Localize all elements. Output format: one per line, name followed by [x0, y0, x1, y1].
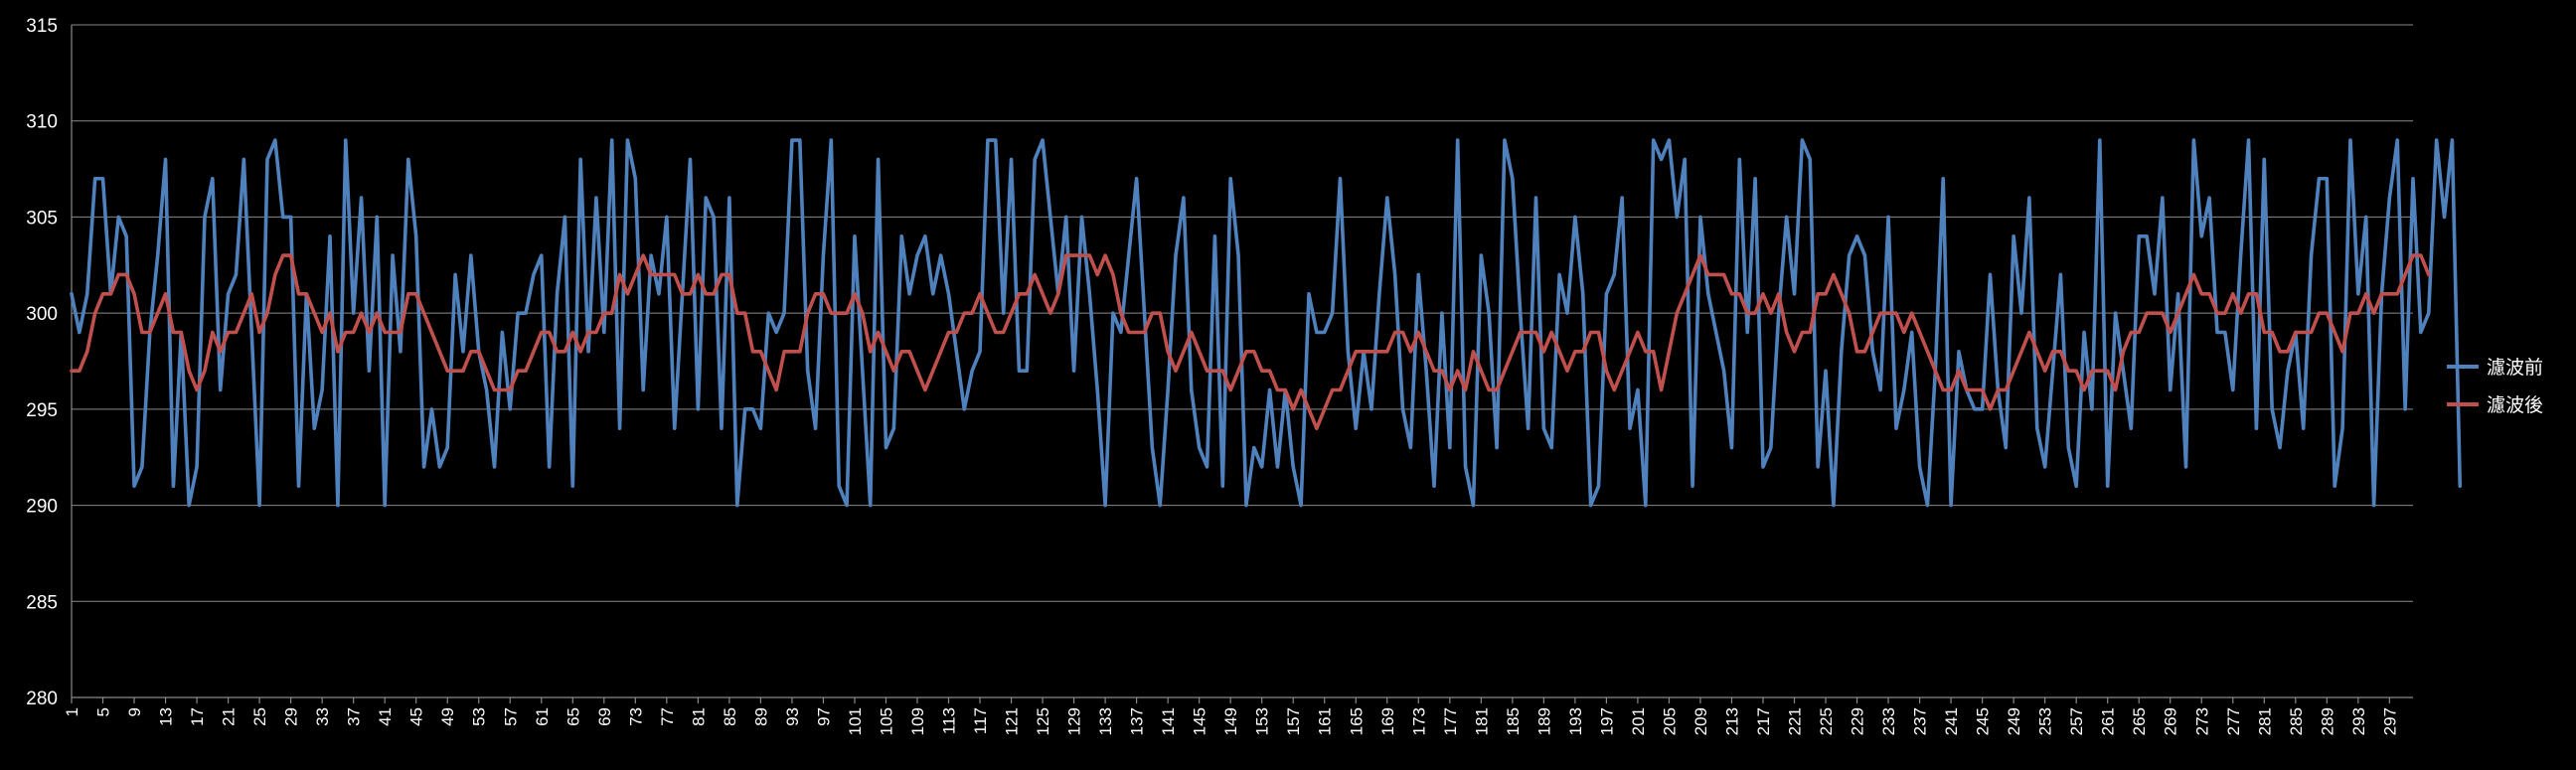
- x-tick-label: 161: [1316, 707, 1335, 735]
- x-tick-label: 41: [376, 707, 395, 726]
- x-tick-label: 197: [1597, 707, 1616, 735]
- x-tick-label: 209: [1691, 707, 1710, 735]
- x-tick-label: 177: [1441, 707, 1460, 735]
- x-tick-label: 285: [2287, 707, 2306, 735]
- x-tick-label: 25: [250, 707, 269, 726]
- x-tick-label: 17: [188, 707, 207, 726]
- y-tick-label: 305: [26, 208, 58, 229]
- x-tick-label: 257: [2067, 707, 2086, 735]
- x-tick-label: 269: [2162, 707, 2180, 735]
- x-tick-label: 5: [94, 707, 113, 716]
- x-tick-label: 129: [1065, 707, 1084, 735]
- x-tick-label: 53: [470, 707, 489, 726]
- x-tick-label: 125: [1034, 707, 1052, 735]
- x-tick-label: 181: [1472, 707, 1491, 735]
- x-tick-label: 97: [814, 707, 833, 726]
- x-tick-label: 45: [407, 707, 426, 726]
- y-tick-label: 315: [26, 16, 58, 37]
- x-tick-label: 237: [1911, 707, 1930, 735]
- x-tick-label: 69: [595, 707, 614, 726]
- x-tick-label: 137: [1128, 707, 1147, 735]
- legend-label-1: 濾波前: [2487, 357, 2543, 379]
- x-tick-label: 173: [1409, 707, 1428, 735]
- x-tick-label: 89: [751, 707, 770, 726]
- x-tick-label: 13: [157, 707, 176, 726]
- y-tick-label: 280: [26, 689, 58, 709]
- x-tick-label: 273: [2192, 707, 2211, 735]
- y-tick-label: 285: [26, 592, 58, 613]
- x-tick-label: 121: [1003, 707, 1022, 735]
- x-axis-tick-labels: 1 5 9 13 17 21 25 29 33 37 41 45 49 53 57 61 65 69 73 77 81 8…: [63, 707, 2399, 735]
- x-tick-label: 93: [783, 707, 802, 726]
- x-tick-label: 73: [626, 707, 645, 726]
- y-tick-label: 295: [26, 400, 58, 421]
- x-tick-label: 37: [345, 707, 364, 726]
- x-tick-label: 165: [1347, 707, 1366, 735]
- x-tick-label: 1: [63, 707, 81, 716]
- x-tick-label: 29: [282, 707, 301, 726]
- x-tick-label: 77: [658, 707, 677, 726]
- x-tick-label: 141: [1159, 707, 1178, 735]
- x-tick-label: 153: [1253, 707, 1272, 735]
- x-tick-label: 49: [438, 707, 457, 726]
- series-lines: [70, 138, 2463, 508]
- x-tick-label: 145: [1191, 707, 1209, 735]
- y-tick-label: 300: [26, 304, 58, 325]
- x-tick-label: 249: [2005, 707, 2023, 735]
- y-tick-label: 290: [26, 497, 58, 518]
- x-tick-label: 201: [1629, 707, 1648, 735]
- x-tick-label: 213: [1722, 707, 1741, 735]
- x-tick-label: 189: [1534, 707, 1553, 735]
- x-tick-label: 289: [2318, 707, 2336, 735]
- x-tick-label: 81: [689, 707, 708, 726]
- x-tick-label: 185: [1504, 707, 1523, 735]
- x-tick-label: 133: [1096, 707, 1115, 735]
- x-tick-label: 157: [1284, 707, 1303, 735]
- y-tick-label: 310: [26, 112, 58, 133]
- x-tick-label: 193: [1566, 707, 1585, 735]
- x-tick-label: 9: [125, 707, 144, 716]
- x-tick-label: 149: [1221, 707, 1240, 735]
- x-tick-label: 217: [1754, 707, 1773, 735]
- x-tick-label: 21: [220, 707, 239, 726]
- x-tick-label: 253: [2036, 707, 2055, 735]
- x-tick-label: 117: [971, 707, 990, 734]
- x-tick-label: 261: [2099, 707, 2118, 735]
- x-tick-label: 245: [1974, 707, 1993, 735]
- series-line-1: [70, 138, 2463, 508]
- x-tick-label: 105: [877, 707, 895, 735]
- x-tick-label: 109: [908, 707, 927, 735]
- legend-label-2: 濾波後: [2487, 394, 2543, 416]
- x-tick-label: 241: [1942, 707, 1961, 735]
- x-tick-label: 265: [2130, 707, 2149, 735]
- x-tick-label: 61: [533, 707, 552, 726]
- x-tick-label: 101: [846, 707, 865, 735]
- x-tick-label: 229: [1849, 707, 1867, 735]
- x-tick-label: 33: [313, 707, 332, 726]
- x-tick-label: 225: [1817, 707, 1836, 735]
- x-tick-label: 85: [721, 707, 739, 726]
- x-tick-label: 169: [1378, 707, 1397, 735]
- series-line-2: [70, 253, 2431, 431]
- axes: [71, 25, 2413, 703]
- x-tick-label: 65: [564, 707, 582, 726]
- x-tick-label: 297: [2380, 707, 2399, 735]
- x-tick-label: 205: [1660, 707, 1679, 735]
- x-tick-label: 113: [940, 707, 959, 734]
- y-axis-tick-labels: 280 285 290 295 300 305 310 315: [26, 16, 58, 709]
- x-tick-label: 233: [1879, 707, 1898, 735]
- x-tick-label: 57: [501, 707, 520, 726]
- x-tick-label: 293: [2349, 707, 2368, 735]
- x-tick-label: 277: [2224, 707, 2243, 735]
- x-tick-label: 281: [2255, 707, 2274, 735]
- x-tick-label: 221: [1786, 707, 1805, 735]
